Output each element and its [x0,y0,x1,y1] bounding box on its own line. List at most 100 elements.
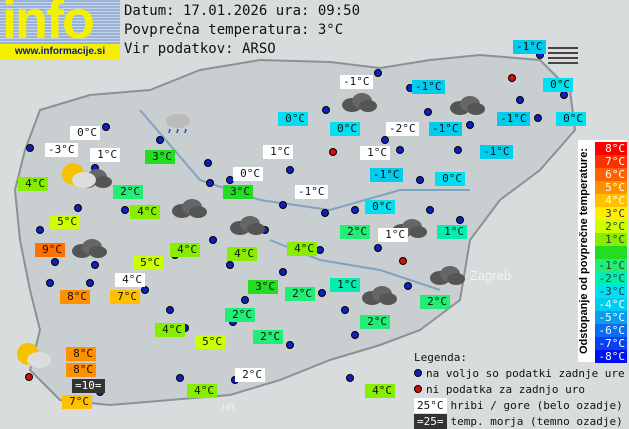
station-temperature[interactable]: 5°C [133,256,163,270]
station-dot[interactable] [322,106,330,114]
station-dot[interactable] [51,258,59,266]
station-temperature[interactable]: -1°C [295,185,328,199]
station-dot[interactable] [321,209,329,217]
no-data-dot[interactable] [508,74,516,82]
station-temperature[interactable]: 2°C [340,225,370,239]
station-dot[interactable] [318,289,326,297]
logo[interactable]: info www.informacije.si [0,0,120,60]
station-dot[interactable] [396,146,404,154]
station-temperature[interactable]: 0°C [278,112,308,126]
logo-url[interactable]: www.informacije.si [0,44,120,60]
station-temperature[interactable]: 4°C [227,247,257,261]
station-temperature[interactable]: 4°C [130,205,160,219]
station-dot[interactable] [241,296,249,304]
no-data-dot[interactable] [329,148,337,156]
station-dot[interactable] [351,331,359,339]
station-temperature[interactable]: -1°C [370,168,403,182]
station-temperature[interactable]: 8°C [66,347,96,361]
no-data-dot[interactable] [399,257,407,265]
station-temperature[interactable]: 4°C [287,242,317,256]
station-temperature[interactable]: 1°C [263,145,293,159]
station-temperature[interactable]: 3°C [248,280,278,294]
station-temperature[interactable]: 4°C [187,384,217,398]
station-temperature[interactable]: 0°C [543,78,573,92]
station-dot[interactable] [166,306,174,314]
station-dot[interactable] [279,268,287,276]
station-dot[interactable] [381,136,389,144]
station-dot[interactable] [466,121,474,129]
station-temperature[interactable]: -3°C [45,143,78,157]
station-dot[interactable] [176,374,184,382]
station-dot[interactable] [416,176,424,184]
station-temperature[interactable]: 7°C [62,395,92,409]
station-dot[interactable] [424,108,432,116]
station-temperature[interactable]: 4°C [18,177,48,191]
station-temperature[interactable]: -1°C [412,80,445,94]
station-dot[interactable] [516,96,524,104]
station-temperature[interactable]: 2°C [225,308,255,322]
station-temperature[interactable]: 8°C [60,290,90,304]
station-dot[interactable] [454,146,462,154]
no-data-dot[interactable] [25,373,33,381]
station-temperature[interactable]: 0°C [435,172,465,186]
station-temperature[interactable]: 5°C [195,335,225,349]
station-temperature[interactable]: 4°C [365,384,395,398]
station-dot[interactable] [286,341,294,349]
station-dot[interactable] [374,69,382,77]
station-dot[interactable] [204,159,212,167]
station-temperature[interactable]: =10= [72,379,105,393]
station-dot[interactable] [341,306,349,314]
station-dot[interactable] [351,206,359,214]
station-dot[interactable] [316,246,324,254]
station-dot[interactable] [279,201,287,209]
station-temperature[interactable]: 1°C [437,225,467,239]
station-dot[interactable] [36,226,44,234]
station-temperature[interactable]: -1°C [497,112,530,126]
station-temperature[interactable]: 1°C [360,146,390,160]
station-temperature[interactable]: 1°C [330,278,360,292]
station-temperature[interactable]: -1°C [480,145,513,159]
station-temperature[interactable]: 0°C [70,126,100,140]
station-temperature[interactable]: 0°C [233,167,263,181]
station-dot[interactable] [426,206,434,214]
station-dot[interactable] [86,279,94,287]
station-temperature[interactable]: -1°C [340,75,373,89]
station-dot[interactable] [206,179,214,187]
station-temperature[interactable]: 4°C [115,273,145,287]
station-dot[interactable] [26,144,34,152]
station-dot[interactable] [209,236,217,244]
station-temperature[interactable]: 8°C [66,363,96,377]
station-dot[interactable] [156,136,164,144]
station-temperature[interactable]: 0°C [365,200,395,214]
station-temperature[interactable]: 4°C [170,243,200,257]
station-temperature[interactable]: 0°C [556,112,586,126]
station-temperature[interactable]: 2°C [420,295,450,309]
station-dot[interactable] [91,261,99,269]
station-dot[interactable] [102,123,110,131]
station-dot[interactable] [74,204,82,212]
station-dot[interactable] [404,282,412,290]
station-dot[interactable] [226,261,234,269]
station-dot[interactable] [374,244,382,252]
station-dot[interactable] [534,114,542,122]
station-temperature[interactable]: 1°C [90,148,120,162]
station-temperature[interactable]: 2°C [360,315,390,329]
station-temperature[interactable]: -1°C [513,40,546,54]
station-temperature[interactable]: 4°C [155,323,185,337]
station-temperature[interactable]: 2°C [235,368,265,382]
station-temperature[interactable]: 2°C [253,330,283,344]
station-dot[interactable] [121,206,129,214]
station-temperature[interactable]: 1°C [378,228,408,242]
station-temperature[interactable]: -1°C [429,122,462,136]
station-temperature[interactable]: 2°C [113,185,143,199]
station-dot[interactable] [346,374,354,382]
station-temperature[interactable]: -2°C [386,122,419,136]
station-dot[interactable] [456,216,464,224]
station-temperature[interactable]: 7°C [110,290,140,304]
station-temperature[interactable]: 9°C [35,243,65,257]
station-dot[interactable] [286,166,294,174]
station-dot[interactable] [141,286,149,294]
station-dot[interactable] [46,279,54,287]
station-temperature[interactable]: 3°C [223,185,253,199]
station-temperature[interactable]: 2°C [285,287,315,301]
